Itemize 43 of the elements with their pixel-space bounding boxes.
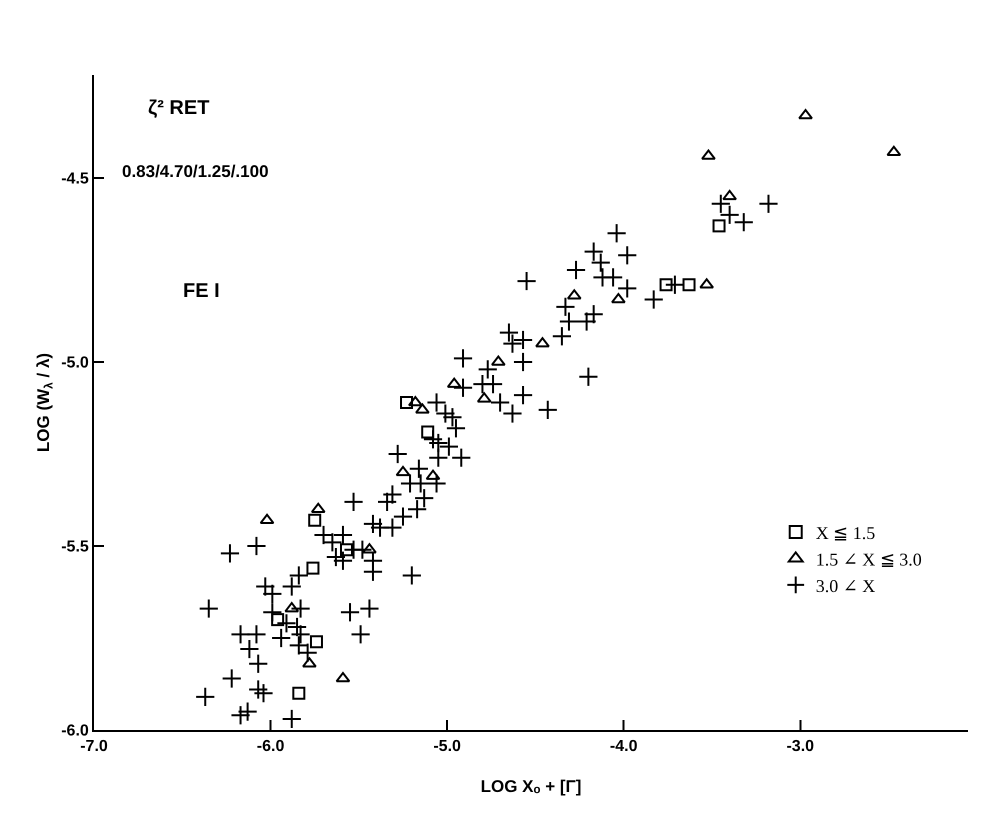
annotation: 0.83/4.70/1.25/.100	[122, 162, 269, 181]
point	[408, 396, 423, 406]
point	[310, 635, 323, 648]
point	[260, 514, 274, 524]
point	[336, 672, 350, 682]
point	[798, 108, 813, 120]
point	[426, 470, 440, 480]
x-tick-label: -6.0	[256, 738, 284, 756]
y-tick-label: -5.0	[61, 354, 89, 372]
point	[308, 514, 322, 527]
legend-label: 1.5 ∠ X ≦ 3.0	[816, 549, 922, 570]
point	[362, 543, 377, 554]
point	[271, 613, 284, 626]
point	[306, 562, 320, 575]
point	[886, 146, 902, 156]
point	[292, 686, 306, 700]
legend-label: 3.0 ∠ X	[816, 576, 876, 596]
x-tick-label: -7.0	[80, 738, 108, 756]
point	[396, 466, 410, 476]
y-tick-label: -4.5	[61, 170, 89, 188]
point	[340, 543, 353, 556]
point	[400, 396, 414, 409]
point	[476, 392, 492, 403]
x-tick-label: -5.0	[433, 738, 462, 756]
point	[421, 425, 434, 438]
annotation: FE I	[183, 280, 220, 302]
y-tick-label: -6.0	[61, 722, 89, 740]
point	[701, 149, 716, 160]
y-tick-label: -5.5	[61, 538, 89, 556]
x-axis-title: LOG Xₒ + [Γ]	[480, 777, 582, 796]
point	[660, 278, 673, 292]
point	[722, 190, 737, 200]
x-tick-label: -3.0	[786, 738, 814, 756]
point	[415, 403, 430, 414]
legend-label: X ≦ 1.5	[816, 523, 876, 544]
point	[302, 657, 317, 668]
annotation: ζ² RET	[148, 97, 210, 119]
point	[566, 289, 582, 300]
x-tick-label: -4.0	[610, 738, 638, 756]
point	[682, 278, 696, 292]
point	[712, 219, 726, 232]
point	[535, 337, 550, 348]
point	[611, 292, 626, 304]
